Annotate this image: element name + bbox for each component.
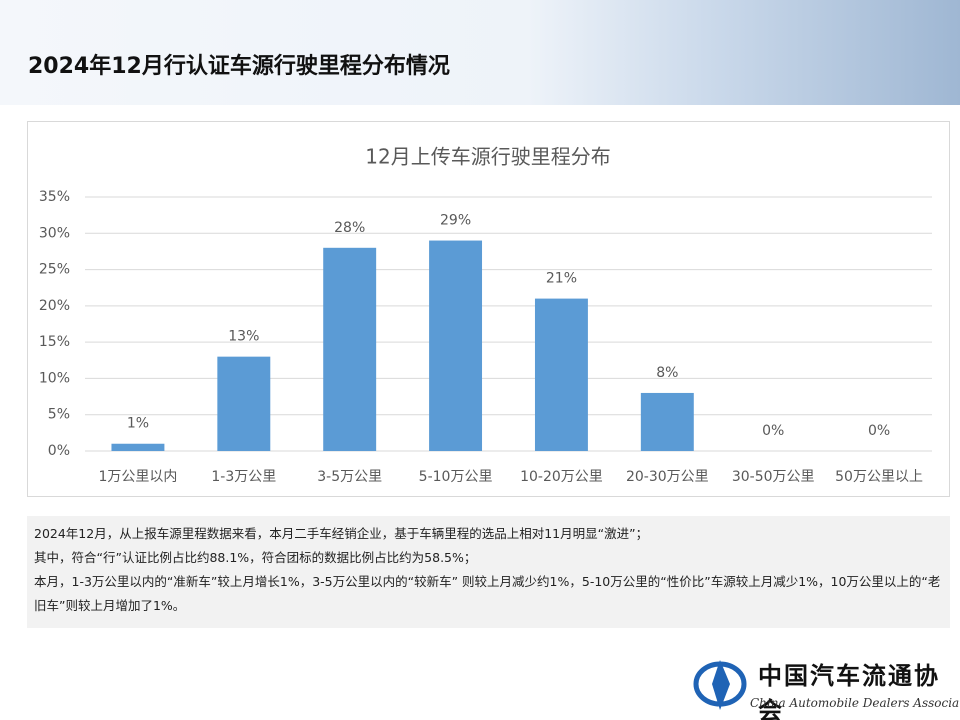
logo-text-en: China Automobile Dealers Association <box>750 696 960 710</box>
x-tick-label: 50万公里以上 <box>835 469 923 485</box>
data-label: 28% <box>334 220 365 236</box>
x-tick-label: 5-10万公里 <box>419 469 493 485</box>
y-tick-label: 25% <box>39 262 70 278</box>
data-label: 0% <box>762 423 784 439</box>
bar <box>111 443 165 451</box>
note-paragraph: 本月，1-3万公里以内的“准新车”较上月增长1%，3-5万公里以内的“较新车” … <box>34 574 941 613</box>
logo: 中国汽车流通协会 China Automobile Dealers Associ… <box>690 652 960 720</box>
y-tick-label: 10% <box>39 370 70 386</box>
y-tick-label: 5% <box>48 407 70 423</box>
y-tick-label: 15% <box>39 334 70 350</box>
y-tick-label: 35% <box>39 189 70 205</box>
note-paragraph: 2024年12月，从上报车源里程数据来看，本月二手车经销企业，基于车辆里程的选品… <box>34 526 649 541</box>
note-box: 2024年12月，从上报车源里程数据来看，本月二手车经销企业，基于车辆里程的选品… <box>27 516 950 628</box>
data-label: 21% <box>546 271 577 287</box>
data-label: 8% <box>656 365 678 381</box>
x-tick-label: 1-3万公里 <box>211 469 276 485</box>
chart: 12月上传车源行驶里程分布 0% 5% 10% 15% 20% 25% 30% 35% 1万公里… <box>27 121 950 497</box>
y-tick-label: 0% <box>48 443 70 459</box>
bar <box>323 247 377 451</box>
bar <box>640 392 694 451</box>
y-tick-label: 20% <box>39 298 70 314</box>
data-label: 0% <box>868 423 890 439</box>
chart-frame <box>27 121 950 497</box>
bar <box>217 356 271 451</box>
bar <box>429 240 483 451</box>
data-label: 1% <box>127 416 149 432</box>
logo-text-cn: 中国汽车流通协会 <box>758 661 940 720</box>
x-tick-label: 3-5万公里 <box>317 469 382 485</box>
logo-icon <box>693 660 747 710</box>
x-tick-label: 10-20万公里 <box>520 469 603 485</box>
x-tick-label: 30-50万公里 <box>732 469 815 485</box>
y-tick-label: 30% <box>39 225 70 241</box>
bar <box>534 298 588 451</box>
chart-title: 12月上传车源行驶里程分布 <box>365 145 610 169</box>
x-tick-label: 20-30万公里 <box>626 469 709 485</box>
data-label: 29% <box>440 213 471 229</box>
data-label: 13% <box>228 329 259 345</box>
note-paragraph: 其中，符合“行”认证比例占比约88.1%，符合团标的数据比例占比约为58.5%； <box>34 550 477 565</box>
x-tick-label: 1万公里以内 <box>98 469 177 485</box>
header-band <box>0 0 960 105</box>
slide-title: 2024年12月行认证车源行驶里程分布情况 <box>28 54 450 79</box>
